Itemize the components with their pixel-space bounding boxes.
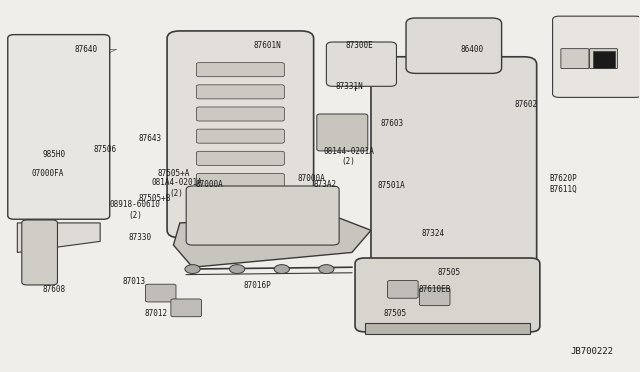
Text: 86400: 86400 — [460, 45, 483, 54]
Polygon shape — [173, 215, 371, 267]
FancyBboxPatch shape — [196, 62, 284, 77]
FancyBboxPatch shape — [8, 35, 109, 219]
Text: 07000FA: 07000FA — [32, 169, 65, 177]
Text: 87643: 87643 — [138, 134, 161, 142]
Text: 87013: 87013 — [122, 278, 145, 286]
FancyBboxPatch shape — [171, 299, 202, 317]
FancyBboxPatch shape — [406, 18, 502, 73]
Text: 87000A: 87000A — [298, 174, 326, 183]
Text: 87324: 87324 — [422, 230, 445, 238]
FancyBboxPatch shape — [552, 16, 640, 97]
Text: 87610EB: 87610EB — [419, 285, 451, 294]
Text: 87608: 87608 — [43, 285, 66, 294]
Text: 87601N: 87601N — [253, 41, 281, 50]
FancyBboxPatch shape — [196, 173, 284, 187]
Text: 87603: 87603 — [381, 119, 404, 128]
Text: 873A2: 873A2 — [314, 180, 337, 189]
Text: B7611Q: B7611Q — [549, 185, 577, 194]
Text: 985H0: 985H0 — [43, 150, 66, 159]
FancyBboxPatch shape — [326, 42, 396, 86]
FancyBboxPatch shape — [561, 49, 589, 68]
FancyBboxPatch shape — [419, 288, 450, 306]
Text: 08918-60610
(2): 08918-60610 (2) — [109, 200, 161, 220]
FancyBboxPatch shape — [589, 49, 618, 68]
Text: 87012: 87012 — [145, 309, 168, 318]
Text: 87602: 87602 — [515, 100, 538, 109]
Text: 87016P: 87016P — [244, 281, 271, 290]
Text: 87505+A: 87505+A — [157, 169, 190, 177]
FancyBboxPatch shape — [167, 31, 314, 238]
Text: JB700222: JB700222 — [570, 347, 613, 356]
Text: 081A4-0201A
(2): 081A4-0201A (2) — [151, 178, 202, 198]
FancyBboxPatch shape — [22, 220, 58, 285]
Text: 87505+B: 87505+B — [138, 195, 171, 203]
Circle shape — [319, 264, 334, 273]
Text: 87300E: 87300E — [346, 41, 373, 50]
Text: 87000A: 87000A — [196, 180, 223, 189]
Text: 87501A: 87501A — [378, 182, 405, 190]
FancyBboxPatch shape — [196, 129, 284, 143]
Text: 08144-0201A
(2): 08144-0201A (2) — [323, 147, 374, 166]
FancyBboxPatch shape — [196, 151, 284, 165]
Text: 87330: 87330 — [129, 233, 152, 242]
FancyBboxPatch shape — [388, 280, 418, 298]
FancyBboxPatch shape — [355, 258, 540, 332]
Text: 87331N: 87331N — [336, 82, 364, 91]
Text: 87506: 87506 — [94, 145, 117, 154]
FancyBboxPatch shape — [317, 114, 368, 151]
Circle shape — [230, 264, 245, 273]
FancyBboxPatch shape — [196, 196, 284, 210]
FancyBboxPatch shape — [593, 51, 615, 68]
Text: B7620P: B7620P — [549, 174, 577, 183]
Polygon shape — [365, 323, 531, 334]
Circle shape — [274, 264, 289, 273]
FancyBboxPatch shape — [186, 186, 339, 245]
Text: 87505: 87505 — [384, 309, 407, 318]
Polygon shape — [17, 223, 100, 253]
Circle shape — [185, 264, 200, 273]
FancyBboxPatch shape — [145, 284, 176, 302]
FancyBboxPatch shape — [371, 57, 537, 286]
FancyBboxPatch shape — [196, 85, 284, 99]
FancyBboxPatch shape — [196, 107, 284, 121]
Text: 87505: 87505 — [438, 268, 461, 277]
Text: 87640: 87640 — [75, 45, 98, 54]
